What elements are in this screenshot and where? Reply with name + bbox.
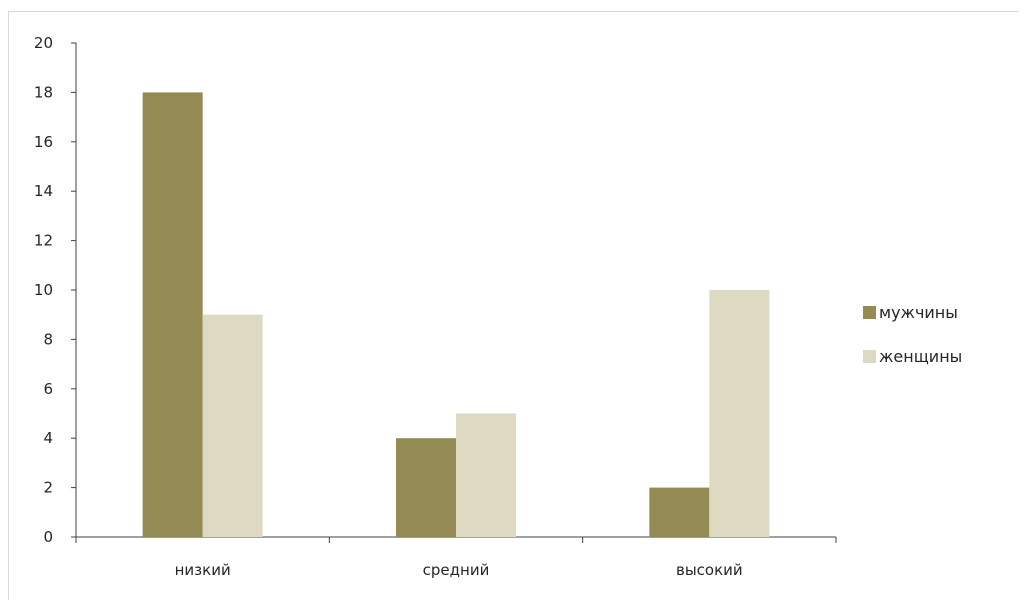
x-category-label: высокий	[676, 561, 743, 579]
bar-series-2-3	[709, 290, 770, 537]
y-tick-label: 6	[43, 380, 53, 398]
legend-item-series-2: женщины	[863, 344, 962, 368]
legend-item-series-1: мужчины	[863, 300, 962, 324]
y-tick-label: 10	[34, 281, 53, 299]
y-tick-label: 14	[34, 182, 53, 200]
y-tick-label: 0	[43, 528, 53, 546]
x-category-label: средний	[423, 561, 490, 579]
y-tick-label: 20	[34, 34, 53, 52]
legend: мужчины женщины	[863, 300, 962, 388]
y-axis-tick-labels: 0 2 4 6 8 10 12 14 16 18 20	[34, 34, 53, 546]
bar-series-2-2	[456, 413, 516, 537]
bar-series-2-1	[202, 314, 263, 537]
y-tick-label: 18	[34, 83, 53, 101]
y-tick-label: 2	[43, 479, 53, 497]
bar-series-1-3	[649, 487, 710, 537]
bar-series-1-2	[396, 438, 456, 537]
x-axis-category-labels: низкий средний высокий	[175, 561, 743, 579]
legend-label-series-2: женщины	[879, 346, 963, 366]
legend-swatch-series-1	[863, 305, 876, 319]
bars	[142, 92, 770, 538]
legend-label-series-1: мужчины	[879, 302, 958, 322]
legend-swatch-series-2	[863, 349, 876, 363]
y-tick-label: 8	[43, 330, 53, 348]
y-tick-label: 4	[43, 429, 53, 447]
y-tick-label: 12	[34, 232, 53, 250]
bar-series-1-1	[142, 92, 203, 538]
y-tick-label: 16	[34, 133, 53, 151]
x-category-label: низкий	[175, 561, 231, 579]
